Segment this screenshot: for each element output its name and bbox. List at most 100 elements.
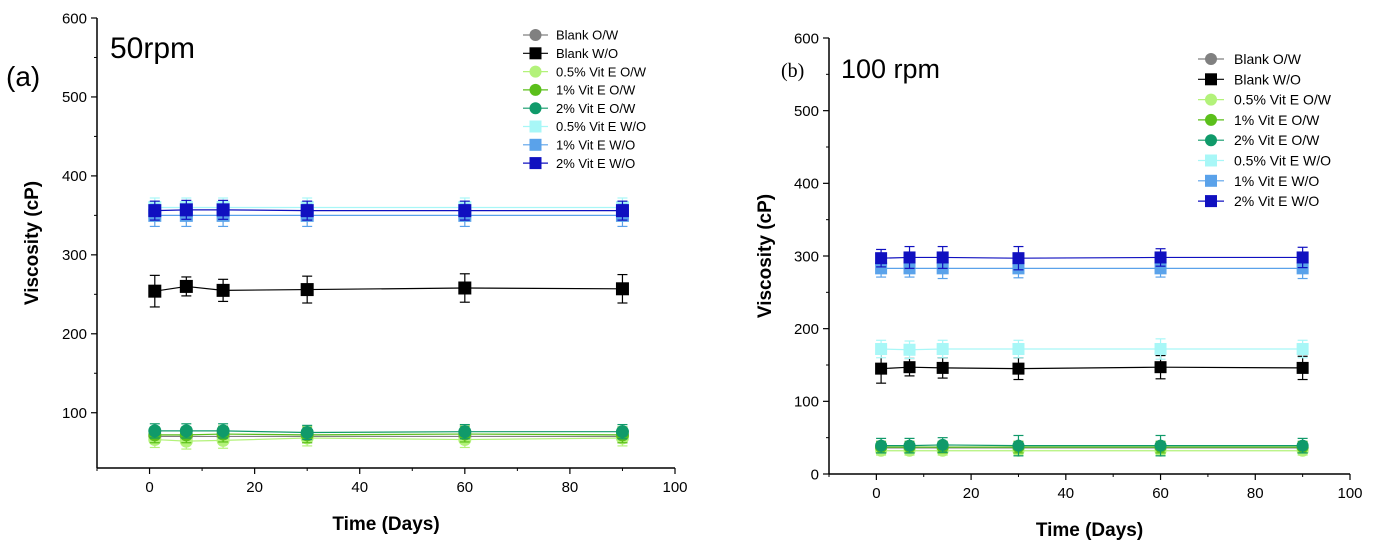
data-point xyxy=(1154,361,1167,374)
data-point xyxy=(903,439,916,452)
data-point xyxy=(903,343,916,356)
legend-label: Blank O/W xyxy=(556,28,619,43)
legend-marker xyxy=(1205,93,1217,106)
legend-label: 1% Vit E O/W xyxy=(1234,112,1320,128)
legend-marker xyxy=(529,138,542,151)
x-tick-label: 20 xyxy=(246,479,263,496)
panel-title: 50rpm xyxy=(110,32,195,65)
legend-label: 1% Vit E W/O xyxy=(556,137,635,152)
data-point xyxy=(1012,439,1025,452)
x-tick-label: 40 xyxy=(351,479,368,496)
legend-marker xyxy=(529,157,542,170)
data-point xyxy=(148,284,162,298)
data-point xyxy=(903,251,916,264)
x-tick-label: 100 xyxy=(662,479,687,496)
y-tick-label: 300 xyxy=(794,248,819,265)
data-point xyxy=(300,425,314,439)
y-tick-label: 400 xyxy=(62,168,87,185)
data-point xyxy=(1154,343,1167,356)
data-point xyxy=(1296,262,1309,275)
x-tick-label: 0 xyxy=(872,485,880,502)
data-point xyxy=(1154,262,1167,275)
data-point xyxy=(875,439,888,452)
x-tick-label: 60 xyxy=(456,479,473,496)
y-axis-label: Viscosity (cP) xyxy=(755,194,776,318)
data-point xyxy=(875,262,888,275)
legend-marker xyxy=(1205,113,1217,126)
y-tick-label: 100 xyxy=(794,394,819,411)
y-tick-label: 0 xyxy=(811,466,819,483)
legend-marker xyxy=(1205,134,1217,147)
legend-label: Blank W/O xyxy=(1234,71,1301,87)
y-tick-label: 300 xyxy=(62,247,87,264)
y-tick-label: 200 xyxy=(794,321,819,338)
y-tick-label: 100 xyxy=(62,405,87,422)
data-point xyxy=(1154,439,1167,452)
panel-label: (b) xyxy=(781,60,804,82)
legend-label: 1% Vit E W/O xyxy=(1234,173,1319,189)
legend-marker xyxy=(529,120,542,133)
panel-label: (a) xyxy=(6,61,40,92)
data-point xyxy=(1296,361,1309,374)
data-point xyxy=(300,204,314,218)
legend-label: 2% Vit E O/W xyxy=(1234,132,1320,148)
data-point xyxy=(148,424,162,438)
y-tick-label: 600 xyxy=(62,10,87,27)
x-tick-label: 40 xyxy=(1057,485,1074,502)
panel-title: 100 rpm xyxy=(841,54,940,84)
data-point xyxy=(1012,343,1025,356)
legend-label: 0.5% Vit E O/W xyxy=(1234,92,1332,108)
y-tick-label: 500 xyxy=(62,89,87,106)
legend-marker xyxy=(1205,174,1217,187)
legend-label: 0.5% Vit E W/O xyxy=(556,119,646,134)
legend-marker xyxy=(529,47,542,60)
data-point xyxy=(216,283,230,297)
chart-panel-a: 0 20 40 60 80 100 100 200 300 400 500 600 Time (Days… xyxy=(6,10,688,535)
data-point xyxy=(936,343,949,356)
data-point xyxy=(179,424,193,438)
data-point xyxy=(300,283,314,297)
legend-marker xyxy=(1205,195,1217,208)
data-point xyxy=(936,251,949,264)
x-tick-label: 100 xyxy=(1337,485,1362,502)
data-point xyxy=(1296,343,1309,356)
data-point xyxy=(216,424,230,438)
data-point xyxy=(875,343,888,356)
data-point xyxy=(615,425,629,439)
data-point xyxy=(903,361,916,374)
y-tick-label: 400 xyxy=(794,176,819,193)
data-point xyxy=(1012,252,1025,265)
data-point xyxy=(615,282,629,296)
x-tick-label: 80 xyxy=(1247,485,1264,502)
data-point xyxy=(148,204,162,218)
legend-marker xyxy=(529,83,542,96)
data-point xyxy=(936,438,949,451)
chart-panel-b: 0 20 40 60 80 100 0 100 200 300 400 500 600 Time (Day… xyxy=(755,30,1363,541)
y-tick-label: 500 xyxy=(794,103,819,120)
data-point xyxy=(458,204,472,218)
data-point xyxy=(1154,251,1167,264)
legend-label: 1% Vit E O/W xyxy=(556,83,636,98)
legend-label: Blank W/O xyxy=(556,46,618,61)
data-point xyxy=(458,425,472,439)
legend-label: 0.5% Vit E W/O xyxy=(1234,153,1331,169)
legend-marker xyxy=(1205,53,1217,65)
data-point xyxy=(1296,439,1309,452)
x-axis-label: Time (Days) xyxy=(1036,520,1143,541)
data-point xyxy=(179,203,193,217)
legend-label: Blank O/W xyxy=(1234,51,1302,67)
legend-label: 2% Vit E W/O xyxy=(1234,193,1319,209)
legend-marker xyxy=(1205,154,1217,167)
legend-label: 2% Vit E W/O xyxy=(556,156,635,171)
legend-label: 0.5% Vit E O/W xyxy=(556,64,647,79)
legend-marker xyxy=(529,102,542,115)
legend-marker xyxy=(529,29,542,41)
x-axis-label: Time (Days) xyxy=(332,514,439,535)
legend-marker xyxy=(1205,73,1217,86)
data-point xyxy=(458,281,472,295)
legend-label: 2% Vit E O/W xyxy=(556,101,636,116)
data-point xyxy=(875,252,888,265)
x-tick-label: 80 xyxy=(562,479,579,496)
y-tick-label: 600 xyxy=(794,30,819,47)
